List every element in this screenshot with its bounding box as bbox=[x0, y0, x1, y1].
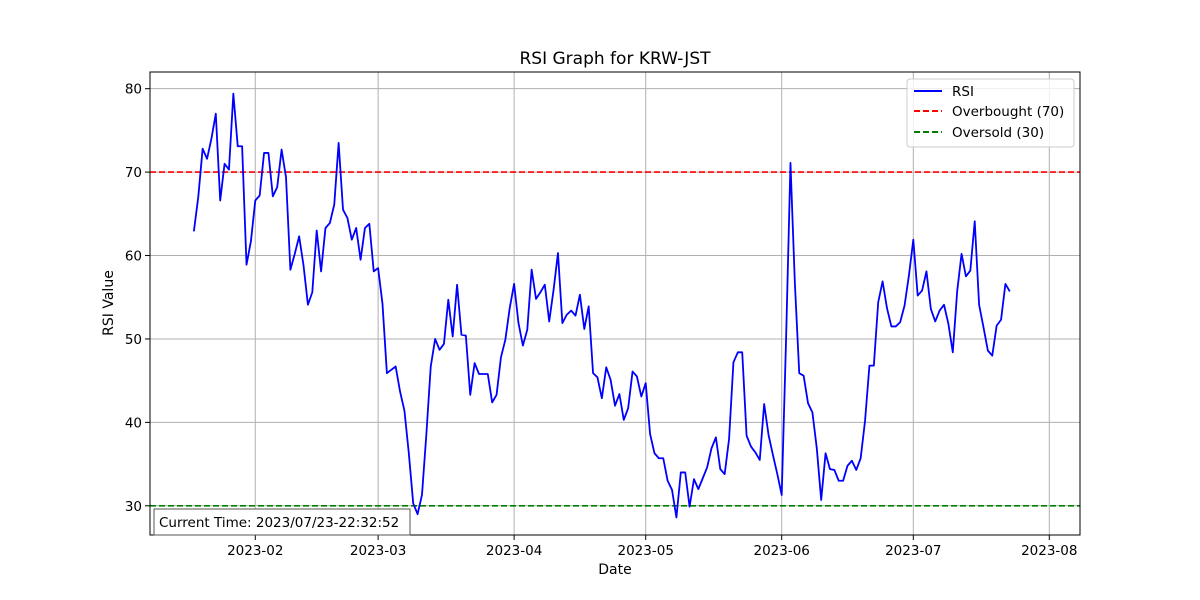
x-tick-label: 2023-05 bbox=[618, 543, 674, 559]
rsi-series-line bbox=[192, 92, 1011, 519]
x-tick-label: 2023-08 bbox=[1021, 543, 1077, 559]
legend: RSI Overbought (70) Oversold (30) bbox=[906, 78, 1075, 148]
annotation-text: Current Time: 2023/07/23-22:32:52 bbox=[159, 515, 399, 531]
legend-label-overbought: Overbought (70) bbox=[952, 104, 1064, 120]
legend-label-rsi: RSI bbox=[952, 84, 974, 100]
y-axis-label: RSI Value bbox=[101, 270, 117, 336]
x-tick-label: 2023-03 bbox=[350, 543, 406, 559]
reference-lines bbox=[150, 171, 1080, 507]
y-axis-ticks: 30 40 50 60 70 80 bbox=[125, 82, 150, 515]
y-tick-label: 70 bbox=[125, 165, 142, 181]
y-tick-label: 80 bbox=[125, 82, 142, 98]
y-tick-label: 40 bbox=[125, 415, 142, 431]
current-time-annotation: Current Time: 2023/07/23-22:32:52 bbox=[153, 508, 411, 536]
annotation-box bbox=[153, 508, 411, 536]
y-tick-label: 60 bbox=[125, 249, 142, 265]
legend-box bbox=[906, 78, 1075, 148]
x-axis-label: Date bbox=[598, 562, 631, 578]
y-tick-label: 30 bbox=[125, 499, 142, 515]
x-axis-ticks: 2023-02 2023-03 2023-04 2023-05 2023-06 2023-… bbox=[227, 535, 1077, 559]
plot-frame bbox=[149, 71, 1081, 536]
x-tick-label: 2023-07 bbox=[885, 543, 941, 559]
x-tick-label: 2023-04 bbox=[486, 543, 542, 559]
series-lines bbox=[192, 92, 1011, 519]
x-tick-label: 2023-02 bbox=[227, 543, 283, 559]
x-tick-label: 2023-06 bbox=[753, 543, 809, 559]
legend-label-oversold: Oversold (30) bbox=[952, 125, 1044, 141]
y-tick-label: 50 bbox=[125, 332, 142, 348]
chart-title: RSI Graph for KRW-JST bbox=[519, 49, 711, 69]
